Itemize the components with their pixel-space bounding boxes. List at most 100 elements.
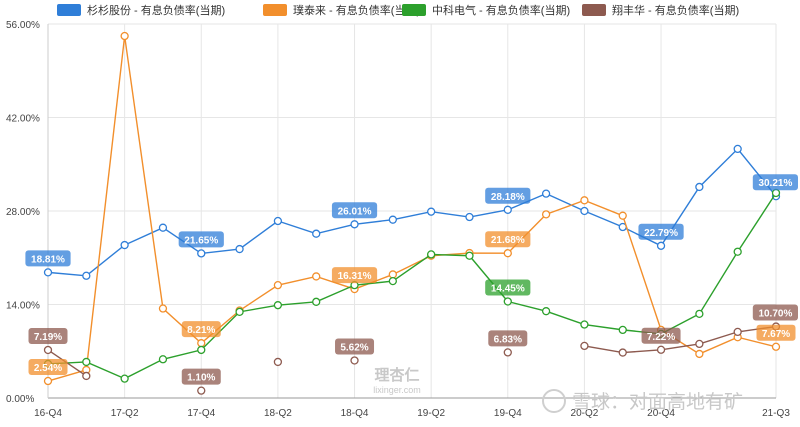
data-label-text: 7.19% xyxy=(34,332,62,343)
y-tick-label: 0.00% xyxy=(6,394,34,405)
data-point[interactable] xyxy=(771,188,781,198)
data-label-text: 14.45% xyxy=(491,283,525,294)
data-point[interactable] xyxy=(388,276,397,286)
data-point[interactable] xyxy=(580,320,589,329)
data-point[interactable] xyxy=(733,247,742,256)
data-point[interactable] xyxy=(43,376,53,386)
data-point[interactable] xyxy=(158,223,168,232)
data-label: 10.70% xyxy=(752,304,798,321)
data-point[interactable] xyxy=(120,374,129,383)
data-labels: 18.81% 21.65% 26.01% 28.18% 22.79% 30.21% 2.54… xyxy=(25,174,798,385)
data-point[interactable] xyxy=(695,349,704,359)
data-point[interactable] xyxy=(695,309,704,319)
data-point[interactable] xyxy=(427,250,436,259)
axes: 0.00% 14.00% 28.00% 42.00% 56.00% 16-Q4 17-Q2 1… xyxy=(6,20,790,419)
data-point[interactable] xyxy=(273,216,283,226)
data-point[interactable] xyxy=(273,301,283,310)
y-tick-label: 28.00% xyxy=(6,207,40,218)
data-label: 21.68% xyxy=(485,231,531,248)
legend-swatch xyxy=(582,4,606,16)
data-point[interactable] xyxy=(656,241,666,250)
data-point[interactable] xyxy=(580,341,589,351)
data-point[interactable] xyxy=(503,249,512,258)
x-tick-label: 20-Q4 xyxy=(647,408,675,419)
data-point[interactable] xyxy=(273,280,283,290)
data-point[interactable] xyxy=(197,339,206,348)
y-tick-label: 56.00% xyxy=(6,20,40,31)
data-label-box xyxy=(178,231,224,248)
data-point[interactable] xyxy=(465,212,474,222)
data-point[interactable] xyxy=(503,348,512,357)
legend-item-2[interactable]: 中科电气 - 有息负债率(当期) xyxy=(402,3,570,17)
data-point[interactable] xyxy=(312,272,321,281)
y-tick-label: 42.00% xyxy=(6,114,40,125)
data-label: 16.31% xyxy=(331,267,378,284)
data-point[interactable] xyxy=(695,339,704,349)
legend-item-1[interactable]: 璞泰来 - 有息负债率(当期) xyxy=(263,3,420,17)
data-point[interactable] xyxy=(733,327,742,337)
x-tick-label: 18-Q2 xyxy=(264,408,292,419)
data-point[interactable] xyxy=(82,271,91,280)
data-point[interactable] xyxy=(733,144,742,154)
data-point[interactable] xyxy=(618,348,627,357)
data-point[interactable] xyxy=(541,189,551,198)
data-label: 18.81% xyxy=(25,250,71,267)
legend[interactable]: 杉杉股份 - 有息负债率(当期) 璞泰来 - 有息负债率(当期) 中科电气 - 有息… xyxy=(57,3,739,17)
data-label-box xyxy=(485,187,531,204)
data-point[interactable] xyxy=(43,268,53,277)
data-point[interactable] xyxy=(350,356,359,365)
data-point[interactable] xyxy=(158,304,168,313)
data-label-box xyxy=(485,231,531,248)
data-point[interactable] xyxy=(197,345,206,355)
data-label-box xyxy=(181,321,221,338)
data-point[interactable] xyxy=(120,31,129,41)
y-tick-label: 14.00% xyxy=(6,301,40,312)
data-label: 28.18% xyxy=(485,187,531,204)
data-point[interactable] xyxy=(158,355,168,364)
data-point[interactable] xyxy=(312,229,321,238)
data-label-text: 21.65% xyxy=(184,235,218,246)
watermark-xueqiu-text: 雪球：对面高地有矿 xyxy=(572,391,743,413)
data-point[interactable] xyxy=(388,215,397,224)
data-point[interactable] xyxy=(503,205,512,214)
data-point[interactable] xyxy=(82,357,91,367)
data-point[interactable] xyxy=(618,325,627,335)
data-point[interactable] xyxy=(580,206,589,216)
data-label-box xyxy=(752,304,798,321)
data-label-text: 28.18% xyxy=(491,192,525,203)
data-label-text: 7.67% xyxy=(762,329,790,340)
data-label: 6.83% xyxy=(488,330,528,347)
data-point[interactable] xyxy=(388,270,397,279)
data-point[interactable] xyxy=(120,240,129,250)
data-point[interactable] xyxy=(580,196,589,205)
data-point[interactable] xyxy=(235,307,244,316)
data-point[interactable] xyxy=(273,357,283,367)
data-point[interactable] xyxy=(197,386,206,395)
data-point[interactable] xyxy=(771,342,781,351)
data-point[interactable] xyxy=(350,220,359,229)
x-tick-label: 20-Q2 xyxy=(571,408,599,419)
data-label-text: 22.79% xyxy=(644,228,678,239)
legend-swatch xyxy=(263,4,287,16)
legend-item-3[interactable]: 翔丰华 - 有息负债率(当期) xyxy=(582,3,739,17)
data-label-box xyxy=(28,359,68,376)
data-point[interactable] xyxy=(197,249,206,258)
legend-item-0[interactable]: 杉杉股份 - 有息负债率(当期) xyxy=(57,3,225,17)
series-line xyxy=(584,325,777,354)
data-point[interactable] xyxy=(235,244,244,254)
data-point[interactable] xyxy=(312,297,321,306)
data-point[interactable] xyxy=(43,345,53,355)
data-point[interactable] xyxy=(503,297,512,306)
data-point[interactable] xyxy=(541,307,551,316)
data-point[interactable] xyxy=(427,207,436,216)
data-point[interactable] xyxy=(541,210,551,219)
legend-label: 璞泰来 - 有息负债率(当期) xyxy=(293,3,420,17)
data-label-text: 2.54% xyxy=(34,363,62,374)
data-point[interactable] xyxy=(656,345,666,354)
data-point[interactable] xyxy=(618,211,627,220)
data-point[interactable] xyxy=(465,251,474,260)
data-label-text: 7.22% xyxy=(647,332,675,343)
data-label: 30.21% xyxy=(752,174,798,191)
data-point[interactable] xyxy=(82,371,91,381)
data-point[interactable] xyxy=(695,182,704,192)
